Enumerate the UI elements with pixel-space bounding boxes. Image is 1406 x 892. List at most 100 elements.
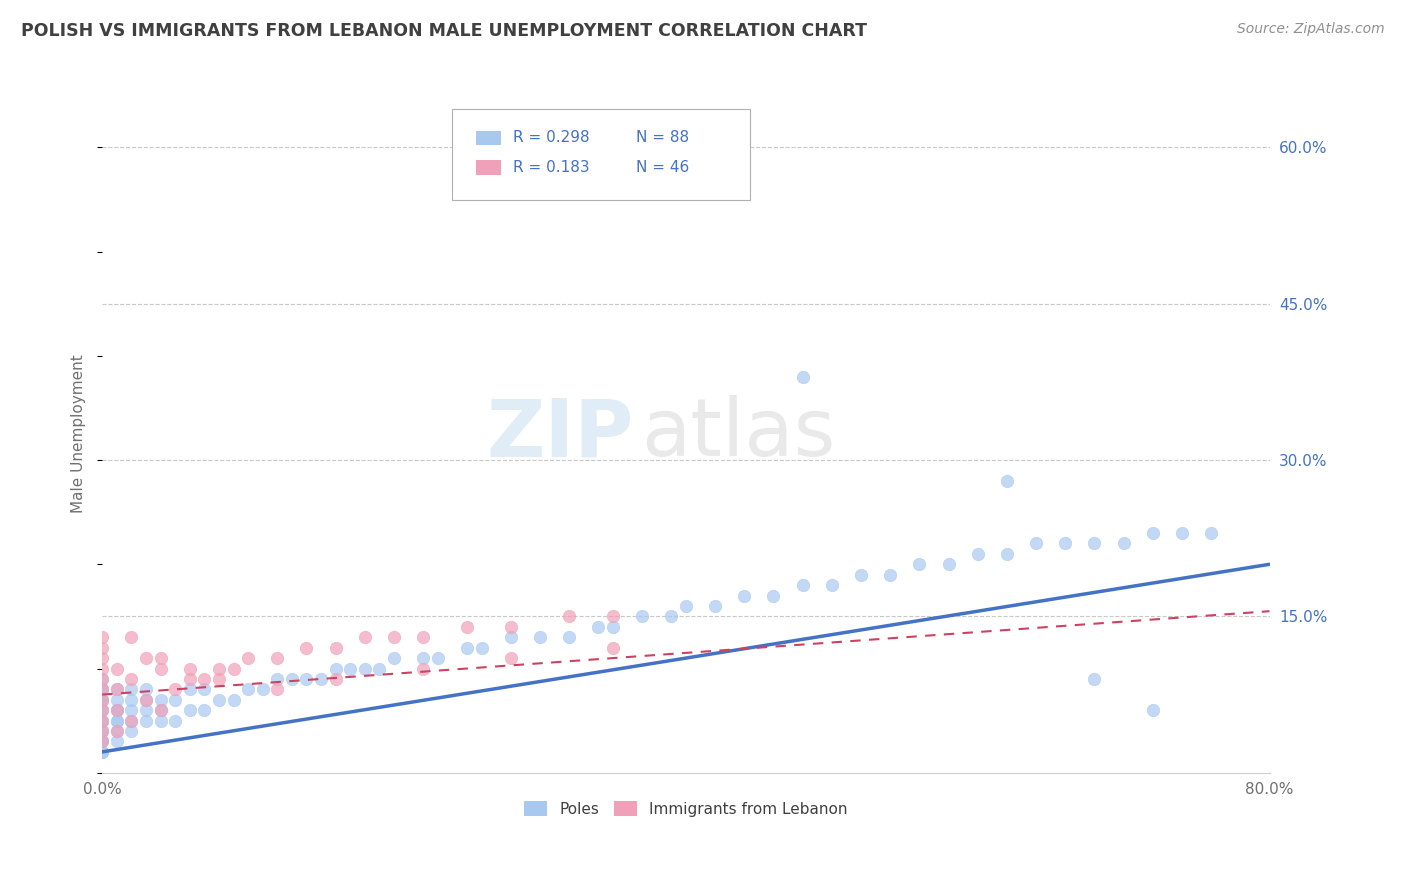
Point xyxy=(179,682,201,697)
Legend: Poles, Immigrants from Lebanon: Poles, Immigrants from Lebanon xyxy=(517,795,853,822)
Point xyxy=(91,734,114,748)
Point xyxy=(165,682,187,697)
Point xyxy=(1083,536,1105,550)
Point xyxy=(91,734,114,748)
Point xyxy=(91,693,114,707)
Point xyxy=(704,599,727,613)
Point xyxy=(659,609,682,624)
Point xyxy=(849,567,872,582)
Point xyxy=(325,672,347,686)
Point xyxy=(938,558,960,572)
Point xyxy=(558,609,581,624)
Point xyxy=(309,672,332,686)
Text: N = 88: N = 88 xyxy=(636,130,689,145)
Point xyxy=(266,682,288,697)
FancyBboxPatch shape xyxy=(453,109,749,201)
Point xyxy=(1083,672,1105,686)
Point xyxy=(135,703,157,717)
Point xyxy=(91,734,114,748)
Point xyxy=(236,682,259,697)
Point xyxy=(120,703,142,717)
Point xyxy=(91,682,114,697)
Point xyxy=(179,703,201,717)
Point xyxy=(675,599,697,613)
Point xyxy=(382,630,405,644)
Point xyxy=(91,693,114,707)
Point xyxy=(91,724,114,739)
Point xyxy=(471,640,494,655)
Point xyxy=(412,661,434,675)
Text: R = 0.183: R = 0.183 xyxy=(513,161,589,175)
Point xyxy=(733,589,755,603)
Point xyxy=(135,682,157,697)
Point xyxy=(105,714,128,728)
Point xyxy=(879,567,901,582)
Point xyxy=(602,609,624,624)
Point xyxy=(353,630,375,644)
Point xyxy=(208,661,231,675)
Point xyxy=(149,651,172,665)
Point xyxy=(91,693,114,707)
Point xyxy=(792,369,814,384)
Point xyxy=(91,703,114,717)
Point xyxy=(179,661,201,675)
Point xyxy=(105,703,128,717)
Point xyxy=(105,682,128,697)
Point xyxy=(456,620,478,634)
Point xyxy=(120,672,142,686)
Point xyxy=(1112,536,1135,550)
Point xyxy=(120,682,142,697)
Point xyxy=(91,672,114,686)
Point xyxy=(91,703,114,717)
Point xyxy=(149,661,172,675)
Point xyxy=(499,651,522,665)
Point xyxy=(325,661,347,675)
Point xyxy=(105,724,128,739)
Text: POLISH VS IMMIGRANTS FROM LEBANON MALE UNEMPLOYMENT CORRELATION CHART: POLISH VS IMMIGRANTS FROM LEBANON MALE U… xyxy=(21,22,868,40)
Point xyxy=(105,703,128,717)
Point xyxy=(456,640,478,655)
Text: Source: ZipAtlas.com: Source: ZipAtlas.com xyxy=(1237,22,1385,37)
Point xyxy=(91,651,114,665)
Point xyxy=(1142,703,1164,717)
Point xyxy=(1025,536,1047,550)
Point xyxy=(149,693,172,707)
Point xyxy=(91,703,114,717)
Point xyxy=(412,630,434,644)
Point xyxy=(135,651,157,665)
Point xyxy=(149,714,172,728)
Point xyxy=(120,714,142,728)
Point xyxy=(368,661,391,675)
Point xyxy=(135,693,157,707)
Point xyxy=(91,724,114,739)
Point xyxy=(353,661,375,675)
Point xyxy=(529,630,551,644)
Point xyxy=(1054,536,1077,550)
FancyBboxPatch shape xyxy=(475,161,502,175)
Point xyxy=(295,672,318,686)
Text: R = 0.298: R = 0.298 xyxy=(513,130,589,145)
Point xyxy=(499,620,522,634)
Point xyxy=(821,578,844,592)
Point xyxy=(252,682,274,697)
Point xyxy=(105,682,128,697)
Point xyxy=(222,693,245,707)
Point xyxy=(208,693,231,707)
Point xyxy=(792,578,814,592)
Point xyxy=(105,734,128,748)
Point xyxy=(91,714,114,728)
Point xyxy=(105,714,128,728)
Point xyxy=(602,620,624,634)
Point xyxy=(91,714,114,728)
Point xyxy=(1199,526,1222,541)
Point xyxy=(165,714,187,728)
Point xyxy=(208,672,231,686)
Point xyxy=(266,651,288,665)
Text: N = 46: N = 46 xyxy=(636,161,689,175)
Point xyxy=(120,724,142,739)
Point xyxy=(295,640,318,655)
Text: atlas: atlas xyxy=(641,395,837,473)
Point xyxy=(91,640,114,655)
Point xyxy=(120,630,142,644)
Point xyxy=(135,693,157,707)
